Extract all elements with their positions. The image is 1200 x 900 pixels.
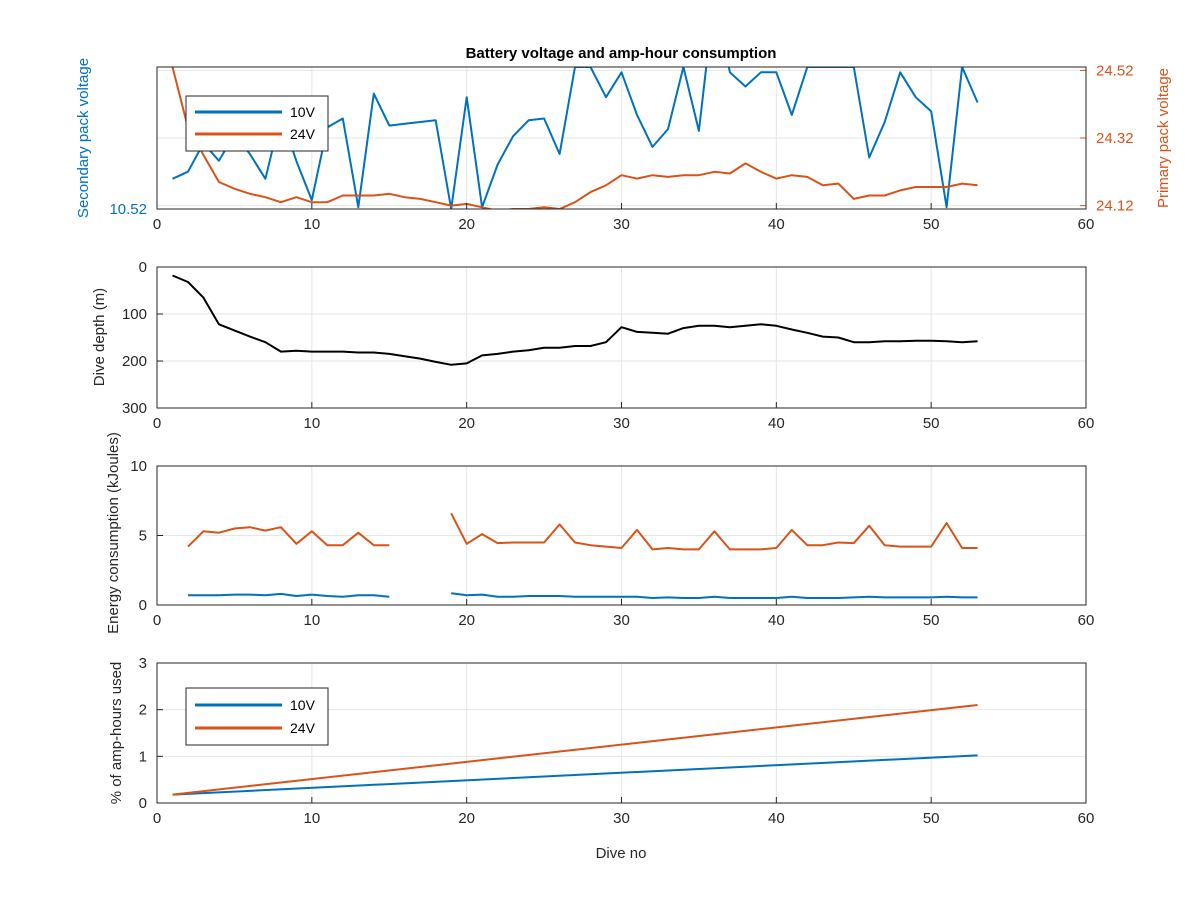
legend-label-24v: 24V (290, 126, 316, 142)
y-tick-label: 10 (130, 458, 147, 475)
depth-panel: 0 10 20 30 40 50 60 0 100 200 300 Dive depth (m) (91, 259, 1094, 432)
x-tick-label: 60 (1078, 810, 1095, 827)
x-tick-label: 10 (303, 415, 320, 432)
x-tick-label: 20 (458, 415, 475, 432)
x-tick-label: 30 (613, 216, 630, 233)
legend: 10V 24V (185, 687, 329, 746)
x-tick-label: 10 (303, 216, 320, 233)
x-tick-label: 30 (613, 612, 630, 629)
legend-label-10v: 10V (290, 697, 316, 713)
y-axis-label: % of amp-hours used (108, 662, 125, 805)
x-tick-label: 20 (458, 216, 475, 233)
x-tick-label: 0 (153, 415, 161, 432)
voltage-panel: 0 10 20 30 40 50 60 10.52 24.12 24.32 24.52 Batter… (75, 45, 1172, 233)
plot-frame (156, 465, 1087, 606)
y-axis-label: Energy consumption (kJoules) (105, 432, 122, 634)
chart-title: Battery voltage and amp-hour consumption (466, 45, 777, 62)
x-tick-label: 20 (458, 612, 475, 629)
legend-label-24v: 24V (290, 720, 316, 736)
y-tick-label: 10.52 (109, 201, 147, 218)
energy-panel: 0 10 20 30 40 50 60 0 5 10 Energy consumption (kJ… (105, 432, 1094, 634)
x-tick-label: 0 (153, 810, 161, 827)
y-tick-label: 300 (122, 400, 147, 417)
x-tick-label: 60 (1078, 216, 1095, 233)
legend: 10V 24V (185, 95, 329, 152)
y-axis-label-right: Primary pack voltage (1155, 68, 1172, 208)
x-tick-label: 60 (1078, 612, 1095, 629)
series-line-10v (188, 592, 978, 599)
x-tick-label: 40 (768, 612, 785, 629)
x-tick-label: 10 (303, 810, 320, 827)
x-tick-label: 30 (613, 810, 630, 827)
plot-frame (156, 66, 1087, 210)
x-tick-label: 0 (153, 612, 161, 629)
series-line-24v (172, 704, 978, 796)
x-tick-label: 10 (303, 612, 320, 629)
x-tick-label: 0 (153, 216, 161, 233)
y-tick-label: 0 (139, 259, 147, 276)
y-axis-label: Dive depth (m) (91, 288, 108, 386)
x-tick-label: 40 (768, 216, 785, 233)
y-tick-label-right: 24.52 (1096, 62, 1134, 79)
x-tick-label: 40 (768, 415, 785, 432)
y-tick-label: 2 (139, 702, 147, 719)
plot-frame (156, 266, 1087, 409)
series-line-24v (171, 67, 978, 209)
series-line-depth (172, 274, 978, 366)
y-tick-label-right: 24.12 (1096, 198, 1134, 215)
y-tick-label: 3 (139, 655, 147, 672)
y-tick-label: 1 (139, 748, 147, 765)
y-tick-label: 200 (122, 353, 147, 370)
x-tick-label: 50 (923, 810, 940, 827)
y-tick-label: 100 (122, 306, 147, 323)
y-tick-label-right: 24.32 (1096, 130, 1134, 147)
plot-frame (156, 662, 1087, 804)
x-tick-label: 60 (1078, 415, 1095, 432)
y-tick-label: 5 (139, 528, 147, 545)
y-tick-label: 0 (139, 795, 147, 812)
x-tick-label: 30 (613, 415, 630, 432)
series-line-24v (187, 512, 978, 551)
series-line-10v (172, 67, 979, 209)
x-axis-label: Dive no (596, 845, 647, 862)
x-tick-label: 20 (458, 810, 475, 827)
x-tick-label: 50 (923, 415, 940, 432)
amphours-panel: 0 10 20 30 40 50 60 0 1 2 3 % of amp-hours used Di… (108, 655, 1094, 862)
x-tick-label: 50 (923, 612, 940, 629)
legend-label-10v: 10V (290, 104, 316, 120)
x-tick-label: 50 (923, 216, 940, 233)
y-tick-label: 0 (139, 597, 147, 614)
series-line-10v (172, 754, 978, 796)
x-tick-label: 40 (768, 810, 785, 827)
y-axis-label: Secondary pack voltage (75, 58, 92, 218)
